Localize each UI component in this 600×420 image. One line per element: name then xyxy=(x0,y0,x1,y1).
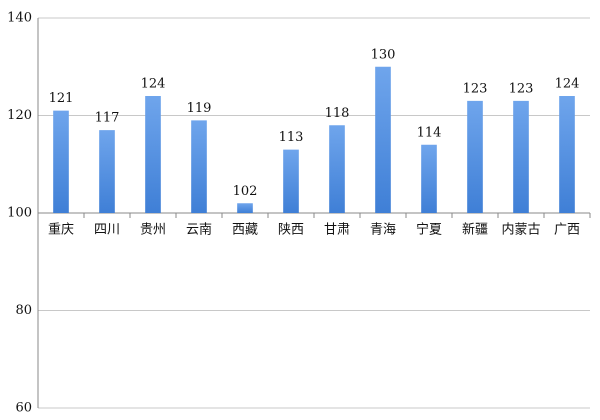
bar xyxy=(191,120,207,213)
bar xyxy=(237,203,253,213)
bar xyxy=(329,125,345,213)
data-label: 124 xyxy=(141,77,166,92)
y-tick-label: 140 xyxy=(7,11,32,26)
x-tick-label: 内蒙古 xyxy=(501,222,540,238)
data-label: 119 xyxy=(187,101,212,116)
data-label: 123 xyxy=(463,81,488,96)
data-label: 114 xyxy=(417,125,442,140)
bar xyxy=(53,110,69,213)
data-label: 118 xyxy=(325,106,350,121)
y-tick-label: 120 xyxy=(7,108,32,123)
bar xyxy=(283,149,299,213)
data-label: 130 xyxy=(371,47,396,62)
data-label: 113 xyxy=(279,130,304,145)
y-tick-label: 80 xyxy=(15,303,32,318)
data-label: 117 xyxy=(95,111,120,126)
x-tick-label: 贵州 xyxy=(140,223,166,238)
bar xyxy=(467,100,483,213)
data-label: 123 xyxy=(509,81,534,96)
data-label: 102 xyxy=(233,184,258,199)
x-tick-label: 重庆 xyxy=(48,222,74,238)
bar xyxy=(99,130,115,213)
x-tick-label: 西藏 xyxy=(232,223,258,238)
bar xyxy=(559,96,575,213)
x-tick-label: 宁夏 xyxy=(416,222,442,238)
x-tick-label: 广西 xyxy=(554,223,580,238)
x-tick-label: 甘肃 xyxy=(324,223,350,238)
data-label: 121 xyxy=(49,91,74,106)
bar xyxy=(513,100,529,213)
y-tick-label: 100 xyxy=(7,206,32,221)
bar xyxy=(375,66,391,213)
x-tick-label: 青海 xyxy=(370,223,396,238)
bar xyxy=(145,96,161,213)
x-tick-label: 陕西 xyxy=(278,223,304,238)
data-label: 124 xyxy=(555,77,580,92)
x-tick-label: 云南 xyxy=(186,222,212,238)
bar xyxy=(421,144,437,213)
x-tick-label: 新疆 xyxy=(462,222,488,238)
y-tick-label: 60 xyxy=(15,401,32,416)
x-tick-label: 四川 xyxy=(94,223,120,238)
